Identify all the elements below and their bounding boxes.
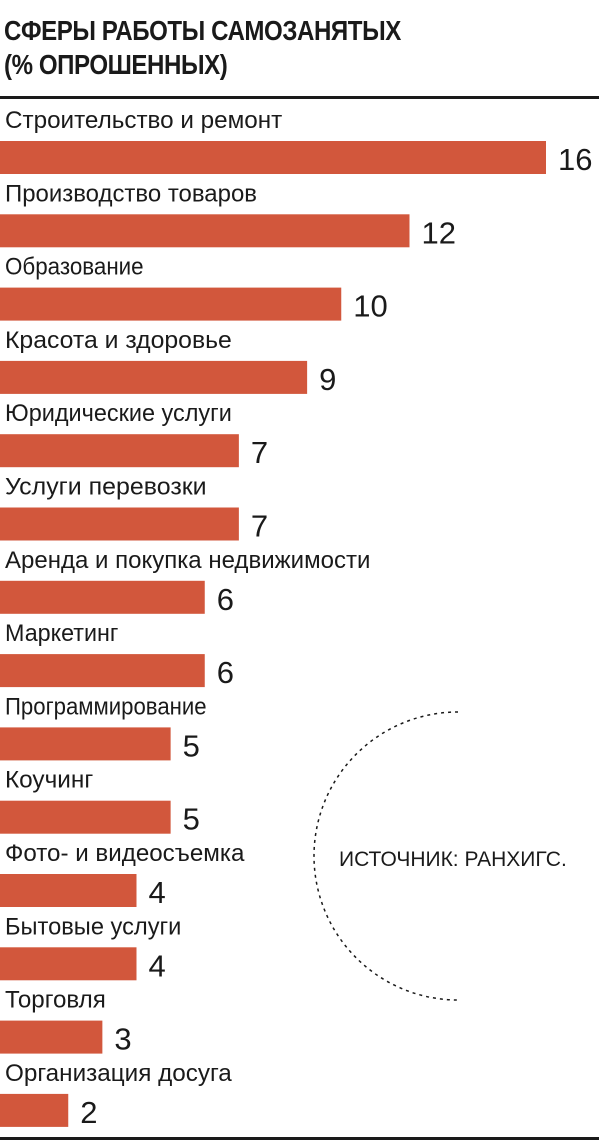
source-dashed-arc [313,711,459,1001]
category-label: Коучинг [5,767,93,794]
chart-title: СФЕРЫ РАБОТЫ САМОЗАНЯТЫХ (% ОПРОШЕННЫХ) [4,14,511,82]
value-label: 6 [217,655,234,690]
bar [0,654,205,688]
bar [0,727,171,761]
bars-layer: Строительство и ремонт 16 Производство тов… [0,107,592,1130]
source-note: ИСТОЧНИК: РАНХИГС. [339,848,567,871]
bar [0,214,410,248]
category-label: Образование [5,254,144,281]
category-label: Фото- и видеосъемка [5,840,245,867]
bar [0,434,239,468]
category-label: Юридические услуги [5,400,232,427]
value-label: 5 [183,728,200,763]
bar [0,141,546,174]
value-label: 7 [251,435,268,470]
bar [0,360,308,394]
bar [0,580,205,614]
bar [0,947,137,981]
bar [0,1093,69,1127]
category-label: Услуги перевозки [5,474,207,501]
value-label: 12 [422,215,456,250]
value-label: 4 [149,948,166,983]
bar [0,507,239,541]
category-label: Строительство и ремонт [5,107,282,134]
bar [0,800,171,834]
value-label: 4 [149,875,166,910]
chart-title-line-2: (% ОПРОШЕННЫХ) [4,49,228,80]
bar [0,874,137,907]
value-label: 9 [319,362,336,397]
top-rule [0,96,599,99]
bar [0,1020,103,1054]
bar [0,287,342,321]
value-label: 6 [217,582,234,617]
bottom-rule [0,1137,599,1140]
category-label: Организация досуга [5,1060,232,1087]
value-label: 3 [114,1022,131,1057]
category-label: Программирование [5,693,207,720]
category-label: Торговля [5,987,106,1014]
chart-title-line-1: СФЕРЫ РАБОТЫ САМОЗАНЯТЫХ [4,15,401,46]
value-label: 2 [80,1095,97,1130]
category-label: Маркетинг [5,620,119,647]
category-label: Бытовые услуги [5,913,181,940]
value-label: 5 [183,802,200,837]
category-label: Красота и здоровье [5,327,232,354]
category-label: Аренда и покупка недвижимости [5,547,370,574]
value-label: 16 [558,142,592,177]
value-label: 10 [353,289,387,324]
category-label: Производство товаров [5,180,257,207]
value-label: 7 [251,509,268,544]
